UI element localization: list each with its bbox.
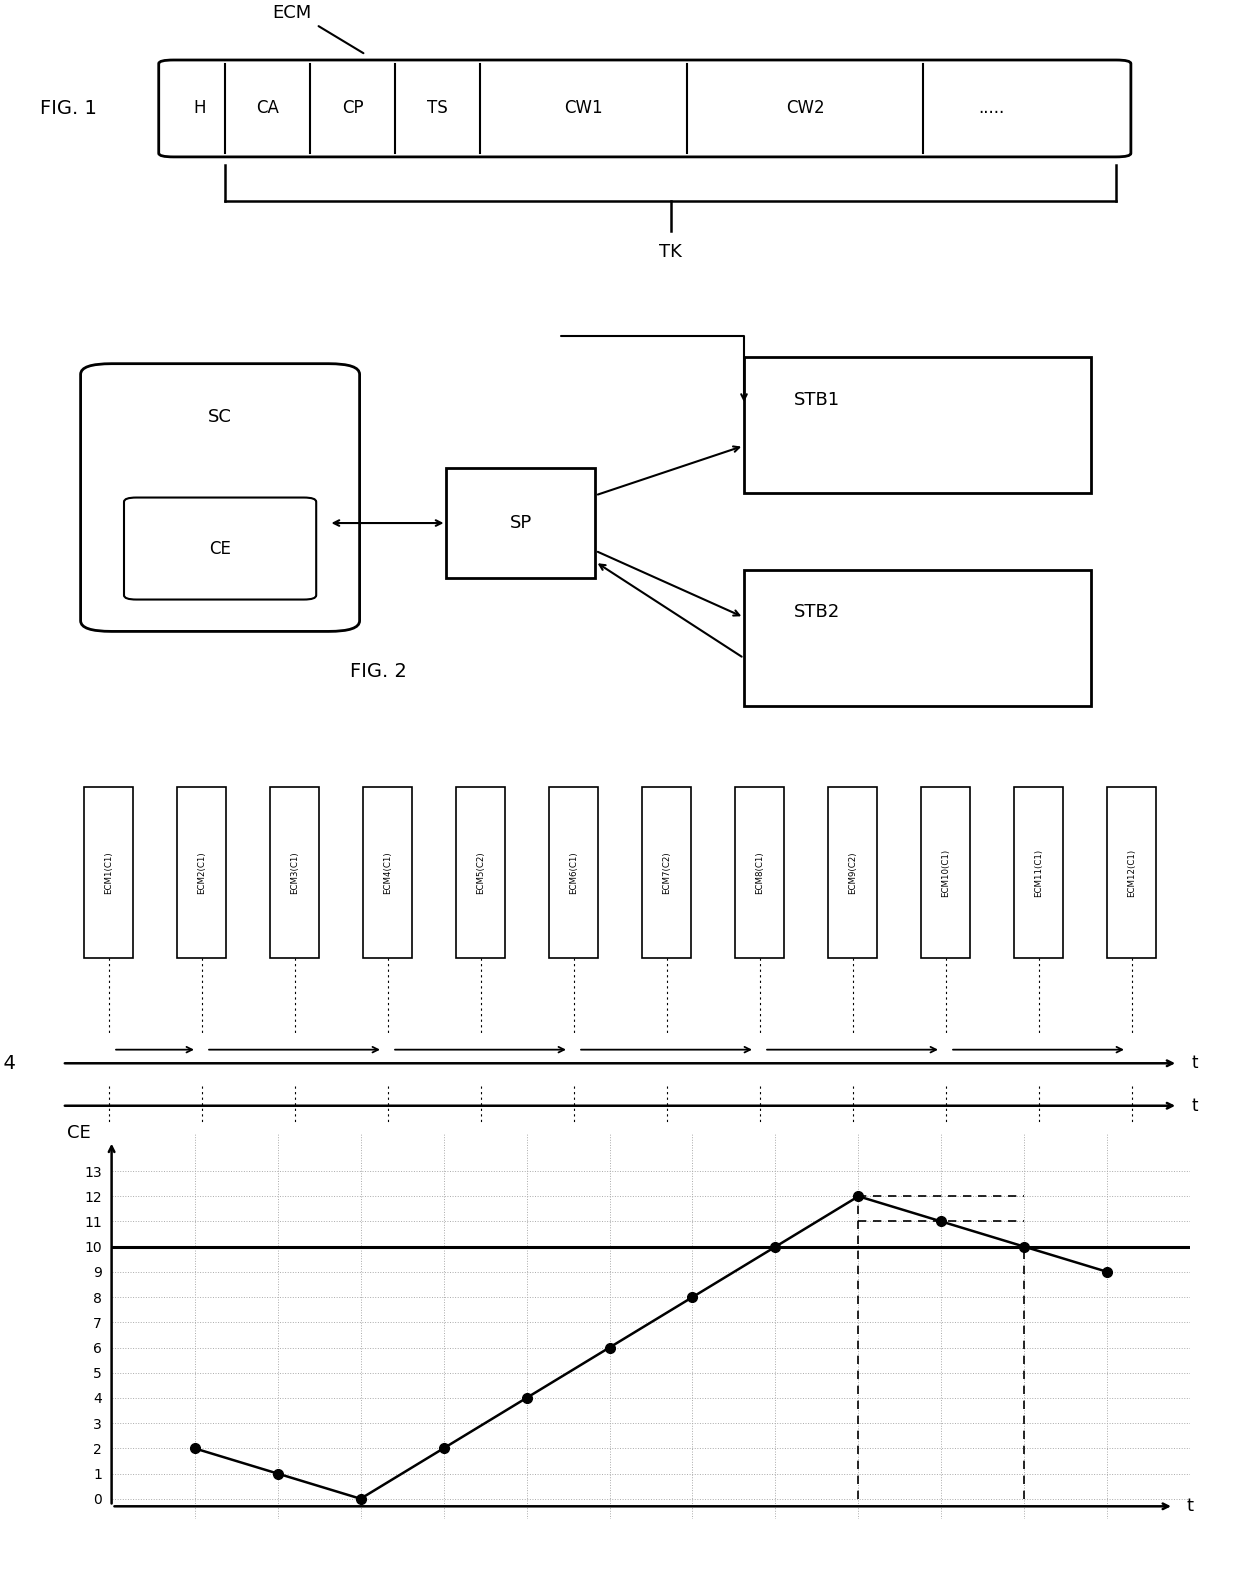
Text: SP: SP bbox=[510, 515, 532, 532]
Text: CE: CE bbox=[210, 540, 231, 557]
Bar bbox=[549, 787, 598, 957]
Bar bbox=[446, 467, 595, 578]
Text: ECM10(C1): ECM10(C1) bbox=[941, 848, 950, 897]
Text: FIG. 1: FIG. 1 bbox=[40, 99, 97, 118]
Text: ECM4(C1): ECM4(C1) bbox=[383, 852, 392, 894]
Bar bbox=[642, 787, 691, 957]
Text: t: t bbox=[1192, 1055, 1198, 1072]
Text: CE: CE bbox=[67, 1124, 91, 1143]
Text: ECM9(C2): ECM9(C2) bbox=[848, 852, 857, 894]
Bar bbox=[744, 357, 1091, 493]
Text: STB1: STB1 bbox=[794, 390, 839, 409]
FancyBboxPatch shape bbox=[81, 364, 360, 631]
Text: ECM: ECM bbox=[272, 3, 311, 22]
Bar bbox=[456, 787, 505, 957]
Text: CA: CA bbox=[257, 99, 279, 118]
Text: TS: TS bbox=[427, 99, 448, 118]
Bar bbox=[84, 787, 133, 957]
Text: ECM1(C1): ECM1(C1) bbox=[104, 852, 113, 894]
Text: ECM12(C1): ECM12(C1) bbox=[1127, 848, 1136, 897]
Bar bbox=[1107, 787, 1156, 957]
Bar bbox=[921, 787, 970, 957]
Text: .....: ..... bbox=[978, 99, 1004, 118]
Bar bbox=[177, 787, 226, 957]
Text: CP: CP bbox=[342, 99, 363, 118]
Bar bbox=[270, 787, 319, 957]
Text: CW1: CW1 bbox=[564, 99, 603, 118]
Text: FIG. 4: FIG. 4 bbox=[0, 1053, 15, 1073]
Text: ECM5(C2): ECM5(C2) bbox=[476, 852, 485, 894]
Text: H: H bbox=[193, 99, 206, 118]
Text: t: t bbox=[1187, 1497, 1194, 1516]
Text: SC: SC bbox=[208, 408, 232, 427]
Text: CW2: CW2 bbox=[786, 99, 825, 118]
Text: t: t bbox=[1192, 1097, 1198, 1114]
Text: ECM2(C1): ECM2(C1) bbox=[197, 852, 206, 894]
FancyBboxPatch shape bbox=[159, 60, 1131, 157]
Text: ECM7(C2): ECM7(C2) bbox=[662, 852, 671, 894]
FancyBboxPatch shape bbox=[124, 497, 316, 600]
Text: ECM3(C1): ECM3(C1) bbox=[290, 852, 299, 894]
Text: TK: TK bbox=[660, 242, 682, 261]
Bar bbox=[363, 787, 412, 957]
Text: FIG. 2: FIG. 2 bbox=[350, 663, 407, 682]
Text: ECM11(C1): ECM11(C1) bbox=[1034, 848, 1043, 897]
Text: ECM8(C1): ECM8(C1) bbox=[755, 852, 764, 894]
Bar bbox=[735, 787, 784, 957]
Text: t: t bbox=[1192, 1042, 1198, 1058]
Text: ECM6(C1): ECM6(C1) bbox=[569, 852, 578, 894]
Bar bbox=[1014, 787, 1063, 957]
Bar bbox=[744, 570, 1091, 705]
Text: STB2: STB2 bbox=[794, 603, 839, 622]
Bar bbox=[828, 787, 877, 957]
